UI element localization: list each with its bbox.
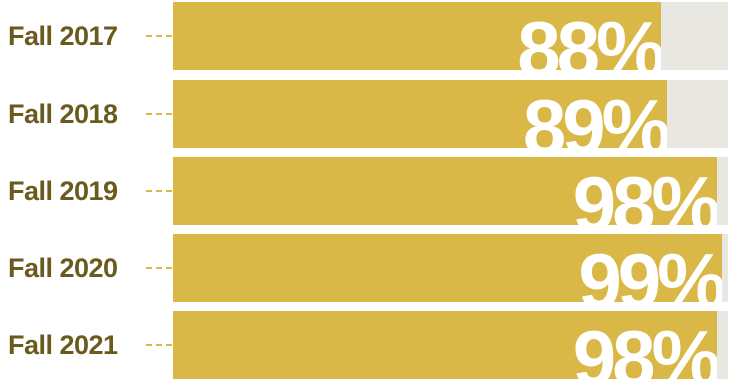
- bar-row: Fall 2018 89%: [0, 80, 730, 148]
- value-label: 88%: [517, 5, 662, 70]
- value-label: 99%: [578, 237, 723, 302]
- bar-row: Fall 2017 88%: [0, 2, 730, 70]
- category-label: Fall 2019: [8, 175, 118, 206]
- dashed-leader-line: [146, 190, 172, 192]
- category-label: Fall 2020: [8, 252, 118, 283]
- dashed-leader-line: [146, 113, 172, 115]
- bar-row: Fall 2020 99%: [0, 234, 730, 302]
- bar-track: 99%: [173, 234, 728, 302]
- dashed-leader-line: [146, 267, 172, 269]
- bar-track: 89%: [173, 80, 728, 148]
- bar-track: 88%: [173, 2, 728, 70]
- bar-row: Fall 2021 98%: [0, 311, 730, 379]
- bar-fill: 88%: [173, 2, 662, 70]
- value-label: 98%: [572, 160, 717, 225]
- bar-fill: 89%: [173, 80, 667, 148]
- category-label: Fall 2018: [8, 98, 118, 129]
- bar-fill: 99%: [173, 234, 723, 302]
- bar-fill: 98%: [173, 311, 717, 379]
- dashed-leader-line: [146, 35, 172, 37]
- bar-fill: 98%: [173, 157, 717, 225]
- value-label: 89%: [522, 83, 667, 148]
- bar-row: Fall 2019 98%: [0, 157, 730, 225]
- bar-track: 98%: [173, 157, 728, 225]
- value-label: 98%: [572, 314, 717, 379]
- dashed-leader-line: [146, 344, 172, 346]
- category-label: Fall 2021: [8, 329, 118, 360]
- bar-track: 98%: [173, 311, 728, 379]
- category-label: Fall 2017: [8, 20, 118, 51]
